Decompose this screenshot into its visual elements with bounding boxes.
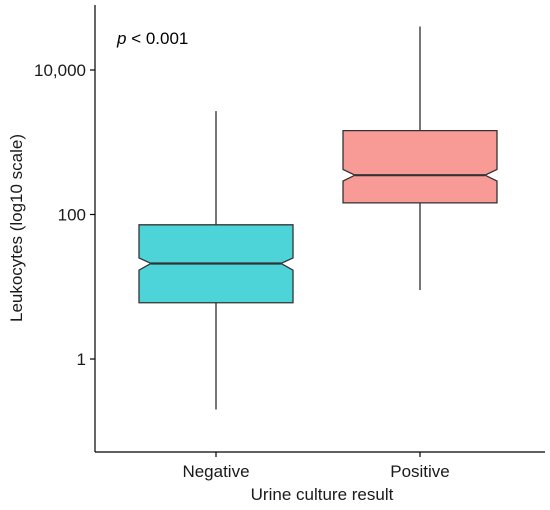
notched-box (342, 129, 498, 204)
plot-area (138, 26, 498, 410)
p-value-annotation: p < 0.001 (116, 29, 188, 48)
box-negative (138, 111, 294, 410)
box-positive (342, 26, 498, 291)
y-axis-ticks: 1 100 10,000 (34, 61, 95, 369)
x-axis-ticks: Negative Positive (182, 452, 450, 481)
y-tick-label: 1 (77, 350, 86, 369)
y-tick-label: 10,000 (34, 61, 86, 80)
y-axis-title: Leukocytes (log10 scale) (7, 134, 26, 322)
y-tick-label: 100 (58, 206, 86, 225)
x-tick-label: Negative (182, 462, 249, 481)
x-tick-label: Positive (390, 462, 450, 481)
x-axis-title: Urine culture result (251, 485, 394, 504)
